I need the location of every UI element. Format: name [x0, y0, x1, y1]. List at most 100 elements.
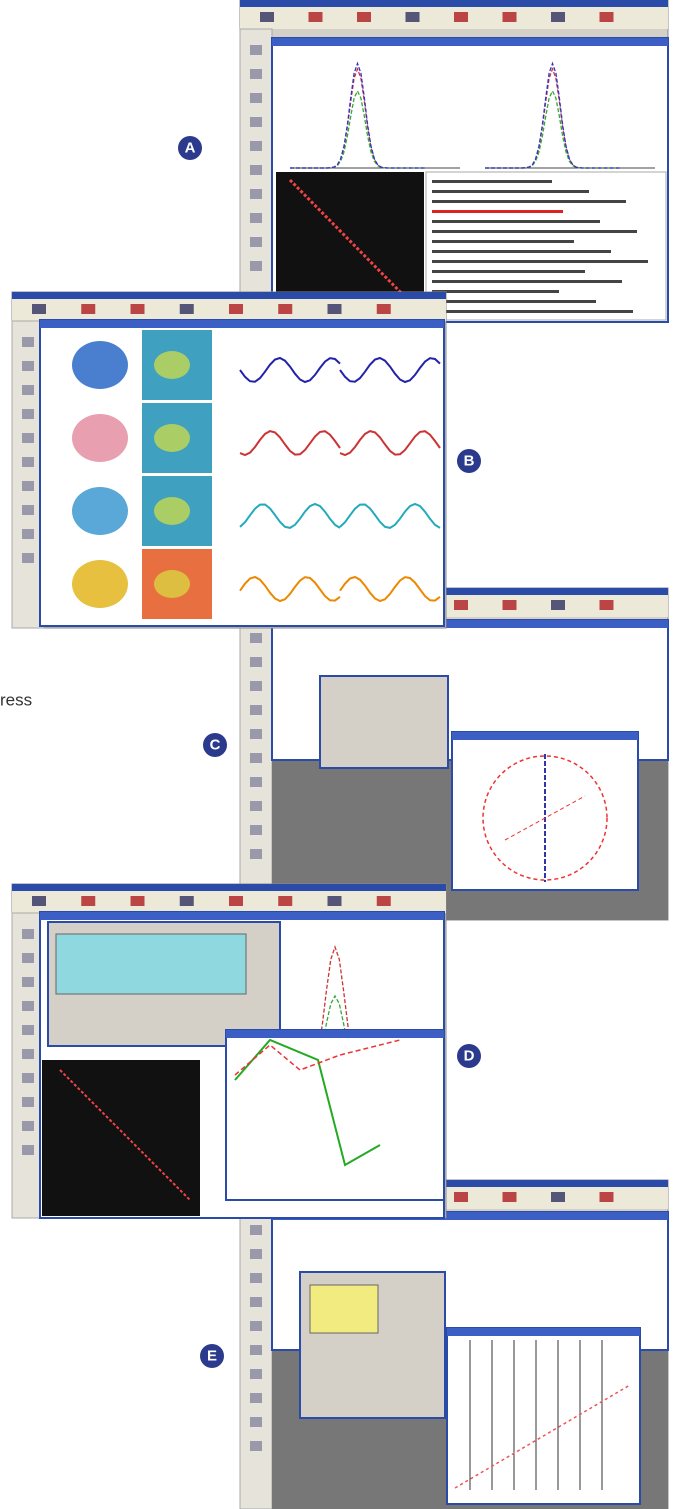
dark-plot [42, 1060, 200, 1216]
toolbar-button [406, 12, 420, 22]
toolbar-button [503, 600, 517, 610]
child-title [226, 1030, 444, 1038]
toolbar-button [278, 896, 292, 906]
text-line [432, 260, 648, 263]
side-icon [250, 1393, 262, 1403]
toolbar-button [551, 600, 565, 610]
badge-label: E [207, 1348, 217, 1365]
side-icon [250, 1273, 262, 1283]
side-icon [250, 1249, 262, 1259]
side-icon [250, 825, 262, 835]
text-line [432, 250, 611, 253]
toolbar-button [328, 304, 342, 314]
screenshot-a [240, 0, 668, 322]
title-bar [12, 292, 446, 299]
side-icon [250, 213, 262, 223]
toolbar-button [309, 12, 323, 22]
side-icon [22, 409, 34, 419]
side-icon [250, 777, 262, 787]
text-line [432, 180, 552, 183]
child-title [452, 732, 638, 740]
side-icon [22, 977, 34, 987]
side-icon [22, 1049, 34, 1059]
screenshots [12, 0, 668, 1509]
badge-label: C [210, 737, 221, 754]
heat-spot [154, 570, 190, 598]
toolbar-button [260, 12, 274, 22]
child-window [447, 1328, 640, 1504]
side-icon [22, 953, 34, 963]
side-icon [250, 141, 262, 151]
side-icon [22, 529, 34, 539]
page: ress ABCDE [0, 0, 682, 1509]
toolbar-button [454, 1192, 468, 1202]
toolbar-button [81, 896, 95, 906]
side-icon [250, 93, 262, 103]
child-window [226, 1030, 444, 1200]
side-icon [22, 337, 34, 347]
side-icon [250, 1369, 262, 1379]
side-icon [22, 1145, 34, 1155]
text-line [432, 190, 589, 193]
side-icon [22, 1073, 34, 1083]
title-bar [240, 0, 668, 7]
side-icon [22, 457, 34, 467]
toolbar-button [180, 304, 194, 314]
side-icon [22, 929, 34, 939]
side-icon [250, 801, 262, 811]
side-icon [250, 189, 262, 199]
toolbar-button [503, 12, 517, 22]
toolbar-button [503, 1192, 517, 1202]
side-icon [250, 633, 262, 643]
side-icon [22, 433, 34, 443]
side-icon [250, 1321, 262, 1331]
side-icon [22, 481, 34, 491]
side-icon [22, 1025, 34, 1035]
toolbar-button [551, 12, 565, 22]
surface [72, 487, 128, 535]
toolbar-button [454, 600, 468, 610]
side-icon [250, 69, 262, 79]
heat-spot [154, 497, 190, 525]
side-icon [250, 657, 262, 667]
toolbar-button [32, 896, 46, 906]
side-icon [250, 165, 262, 175]
side-icon [250, 681, 262, 691]
text-line [432, 200, 626, 203]
toolbar-button [180, 896, 194, 906]
screenshot-d [12, 884, 446, 1218]
dialog [320, 676, 448, 768]
text-line [432, 290, 559, 293]
screenshot-c [240, 588, 668, 920]
text-line [432, 310, 633, 313]
title-bar [12, 884, 446, 891]
toolbar-button [278, 304, 292, 314]
badge-label: A [185, 140, 196, 157]
heat-spot [154, 424, 190, 452]
badge-label: D [464, 1048, 475, 1065]
side-icon [250, 237, 262, 247]
report [426, 172, 666, 320]
text-line [432, 270, 585, 273]
side-icon [250, 729, 262, 739]
text-line [432, 300, 596, 303]
child-title [40, 320, 444, 328]
toolbar-button [454, 12, 468, 22]
heat-spot [154, 351, 190, 379]
side-icon [22, 505, 34, 515]
text-line [432, 240, 574, 243]
side-icon [250, 1417, 262, 1427]
side-icon [250, 705, 262, 715]
text-line [432, 280, 622, 283]
side-icon [250, 1297, 262, 1307]
side-icon [250, 1441, 262, 1451]
cyan-table [56, 934, 246, 994]
toolbar-button [600, 1192, 614, 1202]
side-icon [250, 261, 262, 271]
side-icon [250, 45, 262, 55]
text-line [432, 210, 563, 213]
toolbar-button [600, 600, 614, 610]
toolbar-button [377, 304, 391, 314]
surface [72, 341, 128, 389]
child-title [447, 1328, 640, 1336]
